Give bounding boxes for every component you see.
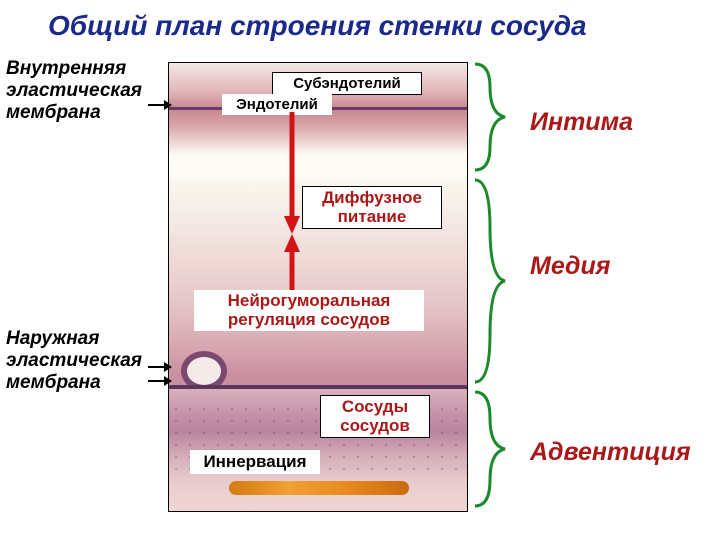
box-vasa-vasorum: Сосуды сосудов (320, 395, 430, 438)
box-neurohumoral: Нейрогуморальная регуляция сосудов (194, 290, 424, 331)
box-subendothelium: Субэндотелий (272, 72, 422, 95)
box-innervation: Иннервация (190, 450, 320, 474)
outer-elastic-membrane-line (169, 385, 467, 389)
arrow-outer-membrane-2-head (164, 376, 172, 386)
red-arrow-down (282, 112, 302, 234)
box-endothelium: Эндотелий (222, 94, 332, 115)
brace-media (470, 178, 520, 384)
label-outer-membrane-l3: мембрана (6, 372, 101, 393)
label-inner-membrane: Внутренняя эластическая мембрана (6, 58, 142, 124)
label-outer-membrane-l1: Наружная (6, 328, 99, 349)
brace-intima (470, 62, 520, 172)
label-outer-membrane: Наружная эластическая мембрана (6, 328, 142, 394)
box-diffuse-l2: питание (338, 207, 407, 226)
box-neurohumoral-l1: Нейрогуморальная (228, 291, 391, 310)
vasa-vasorum-vessel (229, 481, 409, 495)
diagram-box (168, 62, 468, 512)
label-intima: Интима (530, 108, 633, 137)
label-inner-membrane-l2: эластическая (6, 80, 142, 101)
box-vasa-vasorum-l1: Сосуды (342, 397, 408, 416)
label-inner-membrane-l1: Внутренняя (6, 58, 126, 79)
box-diffuse: Диффузное питание (302, 186, 442, 229)
red-arrow-up (282, 234, 302, 290)
box-vasa-vasorum-l2: сосудов (340, 416, 410, 435)
label-adventitia: Адвентиция (530, 438, 691, 467)
box-diffuse-l1: Диффузное (322, 188, 422, 207)
arrow-inner-membrane-head (164, 100, 172, 110)
brace-adventitia (470, 390, 520, 508)
box-neurohumoral-l2: регуляция сосудов (228, 310, 390, 329)
page-title: Общий план строения стенки сосуда (48, 10, 587, 42)
label-inner-membrane-l3: мембрана (6, 102, 101, 123)
label-outer-membrane-l2: эластическая (6, 350, 142, 371)
arrow-outer-membrane-1-head (164, 362, 172, 372)
label-media: Медия (530, 252, 610, 281)
